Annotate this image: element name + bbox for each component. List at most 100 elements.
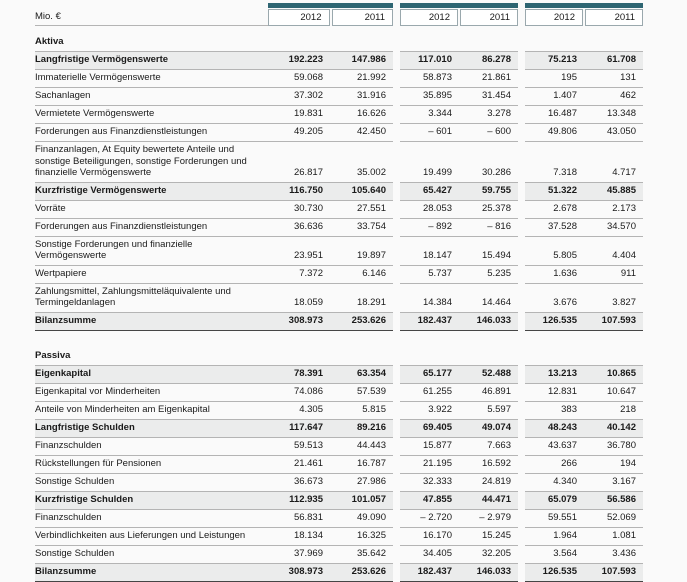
row-value: 3.436	[584, 546, 643, 565]
row-value: 51.322	[525, 182, 584, 201]
row-value: 5.737	[400, 266, 459, 284]
row-value: 14.464	[459, 284, 518, 314]
row-value: 36.673	[268, 474, 330, 493]
column-gap	[393, 420, 400, 438]
year-header: 2011	[331, 9, 393, 26]
row-value: 5.815	[330, 402, 393, 421]
table-row: Anteile von Minderheiten am Eigenkapital…	[35, 402, 687, 421]
table-row: Kurzfristige Schulden 112.935 101.057 47.85…	[35, 492, 687, 511]
column-gap	[518, 237, 525, 266]
column-gap	[393, 28, 400, 52]
row-value: 31.916	[330, 88, 393, 106]
row-label: Eigenkapital vor Minderheiten	[35, 384, 268, 403]
year-header: 2012	[525, 9, 583, 26]
row-label: Finanzschulden	[35, 510, 268, 529]
column-gap	[518, 142, 525, 183]
row-value: 112.935	[268, 492, 330, 511]
row-value: 19.499	[400, 142, 459, 183]
row-value: 35.895	[400, 88, 459, 106]
row-value: 32.205	[459, 546, 518, 565]
column-gap	[393, 52, 400, 70]
row-value	[525, 331, 584, 342]
row-value: 6.146	[330, 266, 393, 284]
column-gap	[518, 342, 525, 366]
table-row: Kurzfristige Vermögenswerte 116.750 105.64…	[35, 182, 687, 201]
row-label: Immaterielle Vermögenswerte	[35, 70, 268, 88]
row-value: 1.081	[584, 528, 643, 547]
row-label: Zahlungsmittel, Zahlungsmitteläquivalent…	[35, 284, 268, 314]
row-value	[400, 28, 459, 52]
table-row: Sachanlagen 37.302 31.916 35.895 31.454 1.407…	[35, 88, 687, 106]
row-value: 40.142	[584, 420, 643, 439]
column-gap	[393, 183, 400, 201]
row-value: 253.626	[330, 313, 393, 332]
row-value: 105.640	[330, 182, 393, 201]
row-value: 182.437	[400, 313, 459, 332]
row-value: 65.177	[400, 366, 459, 385]
row-value: 4.305	[268, 402, 330, 421]
column-gap	[393, 384, 400, 402]
row-value: 45.885	[584, 182, 643, 201]
row-value: 147.986	[330, 52, 393, 70]
table-row: Forderungen aus Finanzdienstleistungen 49…	[35, 124, 687, 142]
row-value: 462	[584, 88, 643, 106]
row-value: 63.354	[330, 366, 393, 385]
column-gap	[393, 510, 400, 528]
row-value: 27.551	[330, 201, 393, 219]
row-value: 146.033	[459, 313, 518, 332]
year-header: 2011	[460, 9, 518, 26]
column-gap	[393, 564, 400, 582]
column-gap	[518, 474, 525, 492]
row-value: 89.216	[330, 420, 393, 439]
column-gap	[393, 546, 400, 564]
row-value: 48.243	[525, 420, 584, 439]
row-value: 13.213	[525, 366, 584, 385]
row-label: Forderungen aus Finanzdienstleistungen	[35, 124, 268, 142]
table-row: Bilanzsumme 308.973 253.626 182.437 146.033 1…	[35, 313, 687, 332]
column-gap	[393, 456, 400, 474]
row-value: 15.494	[459, 237, 518, 266]
column-gap	[393, 201, 400, 219]
row-value: 195	[525, 70, 584, 88]
row-value: 52.069	[584, 510, 643, 529]
row-label: Forderungen aus Finanzdienstleistungen	[35, 219, 268, 237]
column-gap	[518, 331, 525, 342]
row-value: 253.626	[330, 564, 393, 582]
row-value: 44.471	[459, 492, 518, 511]
row-value: 19.831	[268, 106, 330, 124]
row-value	[459, 342, 518, 367]
year-header: 2012	[268, 9, 330, 26]
row-value: 46.891	[459, 384, 518, 403]
column-gap	[518, 124, 525, 142]
section-row: Passiva	[35, 342, 687, 367]
column-gap	[393, 70, 400, 88]
row-value: 10.865	[584, 366, 643, 385]
row-value: 146.033	[459, 564, 518, 582]
row-value	[459, 28, 518, 52]
row-value: 61.708	[584, 52, 643, 70]
table-row: Langfristige Schulden 117.647 89.216 69.405…	[35, 420, 687, 439]
row-label: Anteile von Minderheiten am Eigenkapital	[35, 402, 268, 421]
row-value: 35.002	[330, 142, 393, 183]
row-value: 34.405	[400, 546, 459, 565]
column-gap	[393, 331, 400, 342]
row-label: Aktiva	[35, 28, 268, 52]
row-label: Wertpapiere	[35, 266, 268, 284]
row-label: Passiva	[35, 342, 268, 367]
row-value: 5.597	[459, 402, 518, 421]
row-value: 16.787	[330, 456, 393, 475]
row-value: 3.278	[459, 106, 518, 124]
row-value: 3.676	[525, 284, 584, 314]
row-value: 117.647	[268, 420, 330, 439]
column-gap	[393, 237, 400, 266]
table-row: Langfristige Vermögenswerte 192.223 147.98…	[35, 52, 687, 70]
row-value: 18.291	[330, 284, 393, 314]
row-value: 5.235	[459, 266, 518, 284]
column-gap	[518, 402, 525, 420]
row-value	[330, 342, 393, 367]
row-value: 36.780	[584, 438, 643, 457]
row-value: 24.819	[459, 474, 518, 493]
row-value: 75.213	[525, 52, 584, 70]
column-gap	[518, 52, 525, 70]
row-value: 49.806	[525, 124, 584, 142]
